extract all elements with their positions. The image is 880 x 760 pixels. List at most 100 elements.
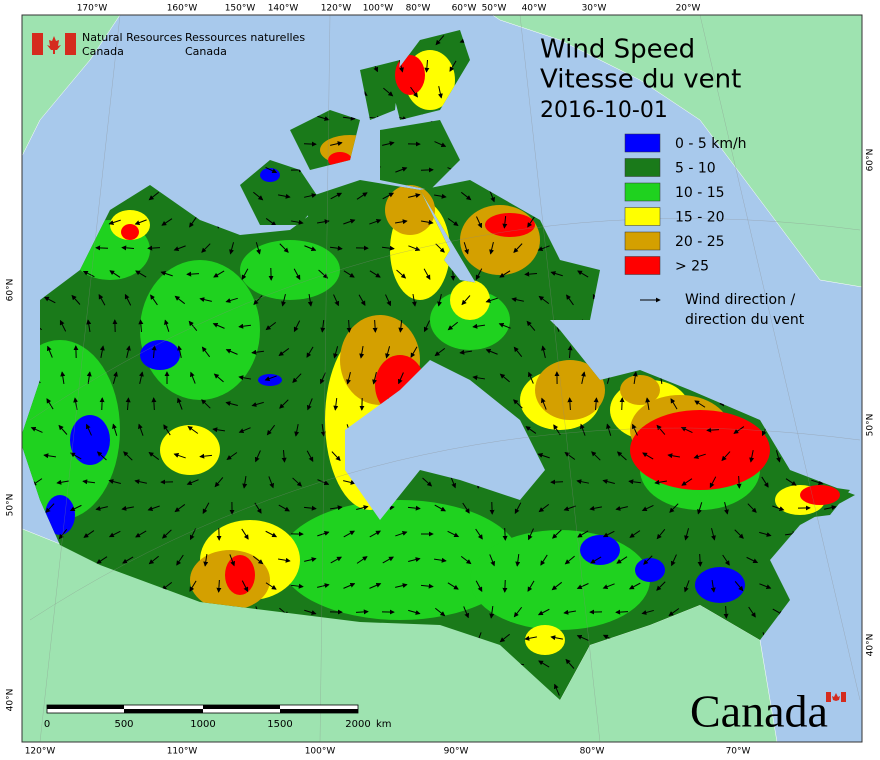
wind-arrow xyxy=(576,634,589,641)
wind-arrow xyxy=(434,141,447,148)
wind-arrow xyxy=(628,479,642,485)
wind-arrow xyxy=(160,271,173,277)
wind-arrow xyxy=(748,606,756,618)
wind-arrow xyxy=(408,557,421,562)
wind-arrow xyxy=(734,529,744,539)
wind-arrow xyxy=(238,323,252,329)
wind-arrow xyxy=(476,216,483,229)
wind-arrow xyxy=(45,503,55,513)
wind-arrow xyxy=(86,319,92,333)
wind-arrow xyxy=(433,557,447,563)
wind-arrow xyxy=(279,399,289,409)
wind-arrow xyxy=(148,191,160,201)
wind-arrow xyxy=(721,451,731,462)
wind-arrow xyxy=(294,424,300,437)
wind-arrow xyxy=(733,426,745,434)
wind-arrow xyxy=(229,554,235,567)
wind-arrow xyxy=(711,528,716,541)
wind-arrow xyxy=(527,580,535,592)
wind-arrow xyxy=(437,86,443,99)
wind-arrow xyxy=(163,424,171,436)
legend-label: 0 - 5 km/h xyxy=(675,136,747,152)
wind-arrow xyxy=(330,556,342,564)
wind-arrow xyxy=(225,401,238,407)
wind-arrow xyxy=(161,581,173,591)
wind-arrow xyxy=(225,297,238,303)
wind-arrow xyxy=(329,245,343,251)
wind-arrow xyxy=(489,190,495,203)
wind-arrow xyxy=(602,530,615,538)
canada-wordmark: Canada xyxy=(690,686,846,737)
wind-arrow xyxy=(538,660,550,668)
agency-fr: Ressources naturelles xyxy=(185,31,305,44)
wind-arrow xyxy=(304,245,317,252)
wind-arrow xyxy=(580,423,586,436)
wind-arrow xyxy=(372,372,377,385)
wind-arrow xyxy=(161,529,172,539)
legend-label: 10 - 15 xyxy=(675,185,725,201)
wind-arrow xyxy=(306,450,314,463)
wind-arrow xyxy=(670,398,678,410)
wind-arrow xyxy=(69,504,82,512)
wind-arrow xyxy=(382,556,394,564)
wind-arrow xyxy=(656,581,666,591)
wind-arrow xyxy=(450,476,457,489)
wind-arrow xyxy=(292,373,302,383)
wind-arrow xyxy=(188,320,198,331)
graticule-label: 60°N xyxy=(866,149,876,172)
graticule-label: 100°W xyxy=(363,4,394,14)
graticule-label: 40°N xyxy=(866,634,876,657)
wind-arrow xyxy=(395,583,408,589)
wind-arrow xyxy=(356,505,369,510)
scale-label: 1500 xyxy=(267,719,292,730)
wind-arrow xyxy=(475,580,483,593)
wind-arrow xyxy=(372,319,378,333)
map-frame xyxy=(21,14,863,743)
wind-arrow xyxy=(697,553,703,567)
wind-arrow xyxy=(434,347,446,357)
wind-arrow xyxy=(706,427,720,433)
wind-arrow xyxy=(201,346,211,358)
wind-arrow xyxy=(138,371,144,384)
wind-arrow xyxy=(734,581,744,592)
wind-arrow xyxy=(369,530,381,538)
wind-arrow xyxy=(462,502,470,514)
wind-arrow xyxy=(96,451,107,461)
wind-arrow xyxy=(499,270,511,278)
wind-arrow xyxy=(112,371,118,384)
wind-arrow xyxy=(316,219,330,225)
wind-arrow xyxy=(410,346,418,358)
title-fr: Vitesse du vent xyxy=(540,65,741,95)
wind-arrow xyxy=(189,371,196,384)
wind-arrow xyxy=(629,582,641,590)
wind-arrow xyxy=(498,322,511,329)
wind-arrow xyxy=(346,372,351,385)
wind-arrow xyxy=(447,530,460,538)
wind-arrow xyxy=(278,504,290,512)
graticule-label: 140°W xyxy=(268,4,299,14)
wind-arrow xyxy=(684,580,690,593)
wind-arrow xyxy=(680,426,693,433)
wind-arrow xyxy=(538,503,550,513)
wind-arrow xyxy=(537,453,550,459)
wind-arrow xyxy=(343,582,356,589)
wind-arrow xyxy=(216,579,222,593)
wind-arrow xyxy=(177,397,183,410)
wind-arrow xyxy=(134,479,147,485)
wind-arrow xyxy=(552,529,562,539)
wind-arrow xyxy=(176,554,184,566)
wind-arrow xyxy=(201,243,211,253)
wind-arrow xyxy=(489,605,495,619)
wind-arrow xyxy=(382,192,395,200)
wind-arrow xyxy=(214,477,224,488)
wind-zone xyxy=(485,213,535,237)
wind-arrow xyxy=(407,505,421,511)
map-date: 2016-10-01 xyxy=(540,98,668,123)
wind-arrow xyxy=(123,451,133,461)
wind-arrow xyxy=(359,346,365,359)
wind-zone xyxy=(385,185,435,235)
wind-arrow xyxy=(369,582,382,589)
wind-arrow xyxy=(632,371,638,385)
wind-arrow xyxy=(229,242,235,255)
wind-arrow xyxy=(86,371,92,385)
